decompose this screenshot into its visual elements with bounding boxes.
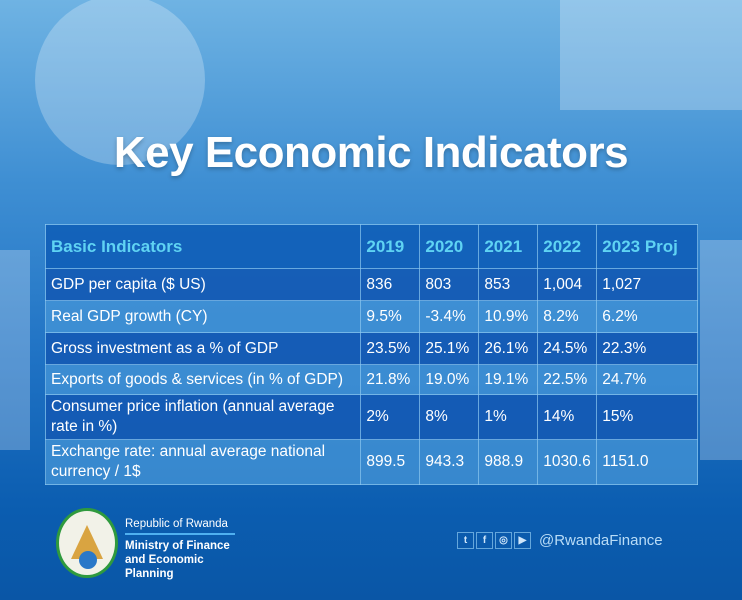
cell: 988.9 xyxy=(478,439,539,485)
header-cell: 2021 xyxy=(478,224,539,269)
table-row: Consumer price inflation (annual average… xyxy=(44,394,698,440)
cell: -3.4% xyxy=(419,300,480,333)
header-cell: 2020 xyxy=(419,224,480,269)
table-header-row: Basic Indicators 2019 2020 2021 2022 202… xyxy=(44,224,698,269)
header-cell: 2023 Proj xyxy=(596,224,698,269)
table-row: Real GDP growth (CY) 9.5% -3.4% 10.9% 8.2% 6.… xyxy=(44,300,698,333)
table-row: Exchange rate: annual average national c… xyxy=(44,439,698,485)
cell: 14% xyxy=(537,394,598,440)
table-row: Gross investment as a % of GDP 23.5% 25.1%… xyxy=(44,332,698,365)
cell: 1151.0 xyxy=(596,439,698,485)
cell: 8% xyxy=(419,394,480,440)
cell: 22.5% xyxy=(537,364,598,395)
header-cell: Basic Indicators xyxy=(44,224,362,269)
youtube-icon[interactable]: ▶ xyxy=(514,532,531,549)
instagram-icon[interactable]: ◎ xyxy=(495,532,512,549)
twitter-icon[interactable]: t xyxy=(457,532,474,549)
cell: 853 xyxy=(478,268,539,301)
cell: 1030.6 xyxy=(537,439,598,485)
cell: 1,027 xyxy=(596,268,698,301)
table-row: Exports of goods & services (in % of GDP… xyxy=(44,364,698,395)
table-row: GDP per capita ($ US) 836 803 853 1,004 1,027 xyxy=(44,268,698,301)
row-label: GDP per capita ($ US) xyxy=(44,268,362,301)
cell: 8.2% xyxy=(537,300,598,333)
cell: 1% xyxy=(478,394,539,440)
cell: 19.1% xyxy=(478,364,539,395)
cell: 24.5% xyxy=(537,332,598,365)
cell: 943.3 xyxy=(419,439,480,485)
row-label: Consumer price inflation (annual average… xyxy=(44,394,362,440)
social-links: t f ◎ ▶ @RwandaFinance xyxy=(457,532,663,549)
cell: 803 xyxy=(419,268,480,301)
social-handle[interactable]: @RwandaFinance xyxy=(539,532,663,549)
row-label: Exports of goods & services (in % of GDP… xyxy=(44,364,362,395)
cell: 899.5 xyxy=(360,439,421,485)
row-label: Gross investment as a % of GDP xyxy=(44,332,362,365)
cell: 15% xyxy=(596,394,698,440)
cell: 25.1% xyxy=(419,332,480,365)
header-cell: 2019 xyxy=(360,224,421,269)
cell: 26.1% xyxy=(478,332,539,365)
cell: 2% xyxy=(360,394,421,440)
cell: 24.7% xyxy=(596,364,698,395)
facebook-icon[interactable]: f xyxy=(476,532,493,549)
ministry-name: Republic of Rwanda Ministry of Finance a… xyxy=(125,518,237,581)
header-cell: 2022 xyxy=(537,224,598,269)
ministry-label: Ministry of Finance and Economic Plannin… xyxy=(125,540,230,580)
page-title: Key Economic Indicators xyxy=(113,128,629,177)
cell: 836 xyxy=(360,268,421,301)
cell: 22.3% xyxy=(596,332,698,365)
cell: 21.8% xyxy=(360,364,421,395)
cell: 1,004 xyxy=(537,268,598,301)
cell: 19.0% xyxy=(419,364,480,395)
republic-label: Republic of Rwanda xyxy=(125,518,235,535)
cell: 9.5% xyxy=(360,300,421,333)
footer: Republic of Rwanda Ministry of Finance a… xyxy=(0,504,742,600)
cell: 6.2% xyxy=(596,300,698,333)
rwanda-coat-of-arms-logo xyxy=(56,508,118,578)
indicators-table: Basic Indicators 2019 2020 2021 2022 202… xyxy=(44,224,698,485)
row-label: Real GDP growth (CY) xyxy=(44,300,362,333)
cell: 10.9% xyxy=(478,300,539,333)
row-label: Exchange rate: annual average national c… xyxy=(44,439,362,485)
cell: 23.5% xyxy=(360,332,421,365)
